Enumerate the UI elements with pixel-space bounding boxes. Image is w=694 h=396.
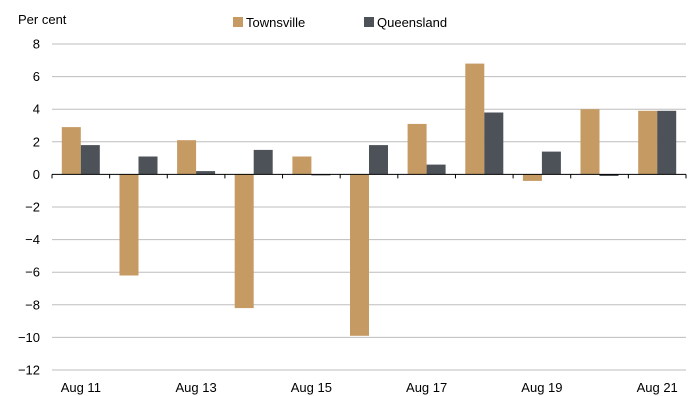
- bar-queensland-aug-19: [541, 151, 561, 175]
- bar-townsville-aug-21: [638, 110, 658, 175]
- y-tick-label: 8: [33, 37, 40, 52]
- bar-townsville-aug-15: [292, 156, 312, 175]
- y-axis-label: Per cent: [18, 12, 67, 27]
- bars: [61, 63, 677, 336]
- y-tick-label: −2: [25, 200, 40, 215]
- bar-queensland-aug-17: [426, 164, 446, 175]
- x-tick-label: Aug 19: [521, 380, 562, 395]
- y-tick-label: −10: [18, 330, 40, 345]
- legend-swatch-townsville: [233, 17, 243, 27]
- bar-queensland-aug-13: [196, 171, 216, 175]
- y-tick-label: 0: [33, 167, 40, 182]
- bar-queensland-aug-12: [138, 156, 158, 175]
- y-tick-label: −8: [25, 297, 40, 312]
- x-axis: [51, 173, 687, 179]
- bar-queensland-aug-18: [484, 112, 504, 175]
- x-tick-label: Aug 21: [637, 380, 678, 395]
- bar-queensland-aug-21: [657, 110, 677, 175]
- legend-label-queensland: Queensland: [377, 15, 447, 30]
- y-tick-label: −4: [25, 232, 40, 247]
- x-tick-label: Aug 11: [61, 380, 101, 395]
- y-tick-label: 4: [33, 102, 40, 117]
- bar-queensland-aug-14: [253, 149, 273, 175]
- bar-townsville-aug-17: [407, 123, 427, 175]
- bar-townsville-aug-20: [580, 109, 600, 175]
- y-tick-label: −6: [25, 265, 40, 280]
- x-tick-label: Aug 13: [175, 380, 216, 395]
- y-tick-label: 6: [33, 69, 40, 84]
- legend-swatch-queensland: [364, 17, 374, 27]
- bar-queensland-aug-20: [599, 174, 619, 176]
- y-tick-labels: 8 6 4 2 0 −2 −4 −6 −8 −10 −12: [18, 37, 40, 378]
- bar-townsville-aug-12: [119, 174, 139, 276]
- bar-townsville-aug-18: [465, 63, 485, 175]
- legend-label-townsville: Townsville: [246, 15, 305, 30]
- x-tick-labels: Aug 11 Aug 13 Aug 15 Aug 17 Aug 19 Aug 21: [61, 380, 678, 395]
- y-tick-label: −12: [18, 363, 40, 378]
- legend: Townsville Queensland: [233, 15, 447, 30]
- x-tick-label: Aug 15: [291, 380, 332, 395]
- x-tick-label: Aug 17: [406, 380, 447, 395]
- bar-townsville-aug-16: [350, 174, 369, 336]
- bar-townsville-aug-11: [61, 127, 81, 175]
- bar-queensland-aug-11: [80, 145, 100, 175]
- bar-townsville-aug-13: [177, 140, 197, 175]
- bar-townsville-aug-19: [522, 174, 542, 181]
- bar-queensland-aug-16: [369, 145, 388, 175]
- y-tick-label: 2: [33, 134, 40, 149]
- bar-townsville-aug-14: [234, 174, 254, 309]
